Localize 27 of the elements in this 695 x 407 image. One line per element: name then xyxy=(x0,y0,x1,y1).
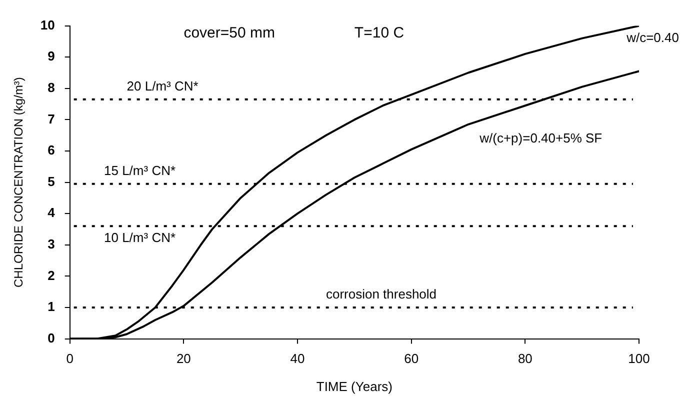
annotation: cover=50 mm xyxy=(184,24,275,42)
y-tick-label: 9 xyxy=(48,48,55,64)
ref-line-label: corrosion threshold xyxy=(326,286,437,302)
ref-line-label: 10 L/m³ CN* xyxy=(104,230,176,246)
series-label: w/c=0.40 xyxy=(626,30,679,45)
ref-line-label: 15 L/m³ CN* xyxy=(104,162,176,178)
ref-line-label: 20 L/m³ CN* xyxy=(126,78,198,94)
y-tick-label: 5 xyxy=(48,174,55,189)
y-tick-label: 0 xyxy=(48,330,55,346)
y-tick-label: 2 xyxy=(48,268,55,283)
y-tick-label: 4 xyxy=(48,205,56,220)
y-tick-label: 7 xyxy=(48,111,55,126)
y-tick-label: 6 xyxy=(48,142,55,158)
y-tick-label: 10 xyxy=(40,17,55,32)
x-axis-title: TIME (Years) xyxy=(316,378,392,394)
x-tick-label: 100 xyxy=(628,351,650,366)
x-tick-label: 80 xyxy=(518,351,532,366)
series-label: w/(c+p)=0.40+5% SF xyxy=(478,130,602,146)
x-tick-label: 40 xyxy=(290,351,305,366)
annotation: T=10 C xyxy=(354,24,404,42)
y-tick-label: 1 xyxy=(48,299,55,314)
y-tick-label: 3 xyxy=(48,236,55,252)
x-tick-label: 20 xyxy=(176,351,191,366)
x-tick-label: 60 xyxy=(404,351,419,366)
x-tick-label: 0 xyxy=(66,351,74,366)
y-axis-title: CHLORIDE CONCENTRATION (kg/m³) xyxy=(12,77,26,288)
y-tick-label: 8 xyxy=(48,80,55,95)
